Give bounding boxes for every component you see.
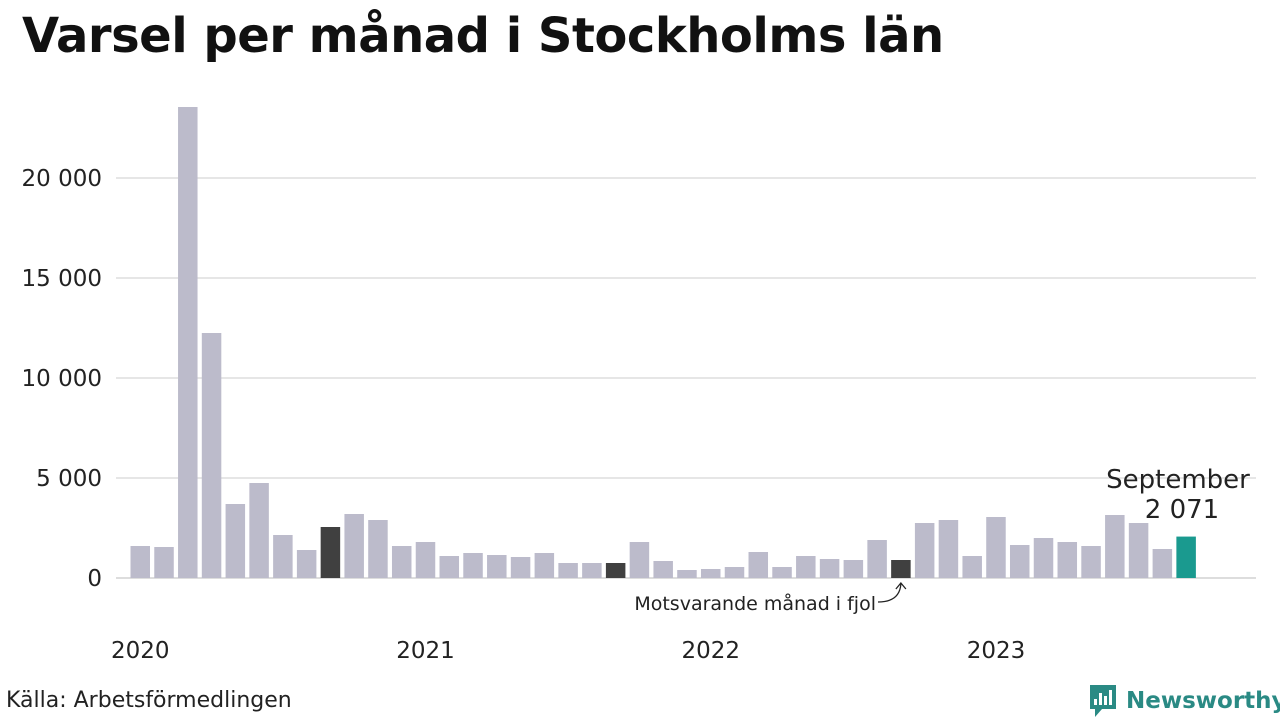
bar-2021-12 [677,570,697,578]
bar-2021-04 [487,555,507,578]
y-tick-label: 10 000 [22,366,102,392]
bar-2021-06 [534,553,555,578]
annotations: September 2 071 Motsvarande månad i fjol [634,465,1250,615]
x-axis: 2020 2021 2022 2023 [111,638,1025,664]
bar-2023-05 [1081,546,1101,578]
x-tick-label: 2022 [681,638,740,664]
bar-2022-12 [962,556,982,578]
bar-2022-09 [891,560,911,578]
y-tick-label: 15 000 [22,266,102,292]
y-axis: 0 5 000 10 000 15 000 20 000 [22,166,102,592]
bar-2023-09 [1176,536,1196,578]
bar-2022-01 [700,569,721,578]
bar-2021-09 [605,563,626,578]
x-tick-label: 2020 [111,638,170,664]
bar-2020-07 [273,535,293,578]
gridlines [116,177,1256,579]
brand-logo[interactable]: Newsworthy [1088,683,1280,719]
bar-2022-10 [914,523,935,578]
bar-2020-01 [130,546,150,578]
bar-2021-05 [510,557,531,578]
bar-2020-11 [368,520,388,578]
bar-2020-05 [225,504,246,578]
bar-2020-03 [178,107,198,578]
current-month-label: September [1106,465,1250,495]
bar-2022-11 [938,520,959,578]
x-tick-label: 2023 [967,638,1026,664]
bar-2023-02 [1009,545,1030,578]
y-tick-label: 0 [87,566,102,592]
bar-2020-02 [154,547,174,578]
bar-2020-09 [320,527,341,578]
bar-2023-03 [1033,538,1054,578]
arrowhead-icon [895,581,907,590]
bar-2021-02 [439,556,460,578]
bar-2022-04 [772,567,792,578]
x-tick-label: 2021 [396,638,455,664]
bar-2020-06 [249,483,269,578]
bar-2021-01 [415,542,436,578]
y-tick-label: 20 000 [22,166,102,192]
source-credit: Källa: Arbetsförmedlingen [6,688,292,713]
bar-2023-04 [1057,542,1078,578]
brand-name: Newsworthy [1126,688,1280,714]
bar-2020-08 [296,550,317,578]
bar-2020-04 [201,333,222,578]
newsworthy-chart-icon [1090,685,1116,717]
bar-2020-10 [344,514,364,578]
bar-2023-07 [1128,523,1149,578]
y-tick-label: 5 000 [36,466,102,492]
chart-title: Varsel per månad i Stockholms län [22,8,944,64]
bar-2021-03 [463,553,483,578]
bar-2021-10 [629,542,650,578]
bar-2020-12 [391,546,412,578]
bars [130,107,1196,578]
previous-year-note: Motsvarande månad i fjol [634,592,876,615]
bar-2022-08 [867,540,887,578]
bar-2022-07 [843,560,864,578]
bar-2023-01 [986,517,1006,578]
curved-arrow-icon [877,583,902,603]
bar-2023-08 [1152,549,1173,578]
bar-2022-06 [819,559,840,578]
bar-2022-03 [748,552,769,578]
bar-2022-02 [724,567,745,578]
bar-2021-11 [653,561,673,578]
current-value-label: 2 071 [1145,495,1219,525]
bar-2021-08 [582,563,602,578]
bar-2022-05 [796,556,816,578]
bar-2021-07 [558,563,578,578]
bar-2023-06 [1105,515,1125,578]
